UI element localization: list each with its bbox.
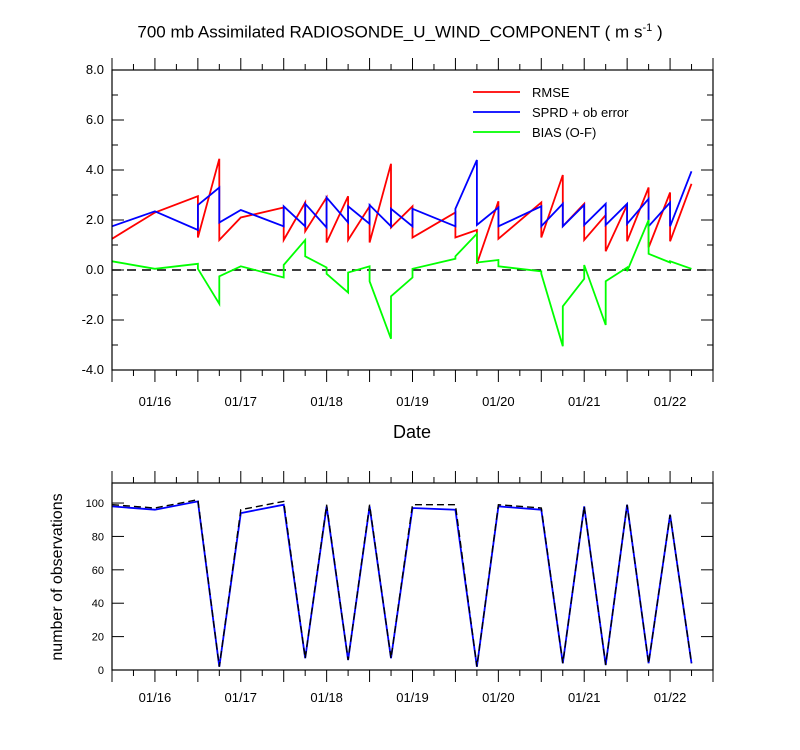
panel1-xtick-label: 01/20 xyxy=(482,394,515,409)
panel1-ytick-label: 0.0 xyxy=(86,262,104,277)
chart-title-unit-exponent: -1 xyxy=(642,22,653,34)
panel1-series-sprd-ob-error-line xyxy=(112,159,693,232)
panel2-xtick-label: 01/17 xyxy=(225,690,258,705)
panel2-series-total-line xyxy=(112,498,693,667)
panel1-series-bias-o-f-line xyxy=(112,219,692,347)
panel1-xtick-label: 01/16 xyxy=(139,394,172,409)
panel2-xtick-label: 01/21 xyxy=(568,690,601,705)
panel2-ytick-label: 100 xyxy=(86,498,104,510)
panel1-xtick-label: 01/17 xyxy=(225,394,258,409)
panel1-xtick-label: 01/18 xyxy=(310,394,343,409)
panel2-plot-frame xyxy=(111,482,714,671)
panel1-ytick-label: -4.0 xyxy=(82,362,104,377)
panel1-plot-frame xyxy=(111,69,714,371)
panel2-ytick-label: 0 xyxy=(98,665,104,677)
panel2-ytick-label: 40 xyxy=(92,598,104,610)
panel1-ytick-label: 6.0 xyxy=(86,112,104,127)
chart-title-text: 700 mb Assimilated RADIOSONDE_U_WIND_COM… xyxy=(137,22,643,42)
panel2-xtick-label: 01/20 xyxy=(482,690,515,705)
panel2-xtick-label: 01/22 xyxy=(654,690,687,705)
legend-label: BIAS (O-F) xyxy=(532,125,596,140)
legend-label: SPRD + ob error xyxy=(532,105,629,120)
x-axis-label: Date xyxy=(393,422,431,442)
panel1-xtick-label: 01/21 xyxy=(568,394,601,409)
panel2-ytick-label: 80 xyxy=(92,531,104,543)
panel2-ytick-label: 60 xyxy=(92,565,104,577)
panel2-xtick-label: 01/18 xyxy=(310,690,343,705)
panel2-ytick-label: 20 xyxy=(92,632,104,644)
panel2-xtick-label: 01/16 xyxy=(139,690,172,705)
panel2-xtick-label: 01/19 xyxy=(396,690,429,705)
panel1-ytick-label: -2.0 xyxy=(82,312,104,327)
legend-label: RMSE xyxy=(532,85,570,100)
panel1-xtick-label: 01/19 xyxy=(396,394,429,409)
y-axis-label: number of observations xyxy=(49,493,66,660)
panel1-ytick-label: 4.0 xyxy=(86,162,104,177)
panel1-ytick-label: 8.0 xyxy=(86,62,104,77)
panel1-ytick-label: 2.0 xyxy=(86,212,104,227)
panel1-series-rmse-line xyxy=(112,158,693,265)
chart-title-close: ) xyxy=(652,22,663,42)
panel1-xtick-label: 01/22 xyxy=(654,394,687,409)
chart-title: 700 mb Assimilated RADIOSONDE_U_WIND_COM… xyxy=(0,22,800,43)
